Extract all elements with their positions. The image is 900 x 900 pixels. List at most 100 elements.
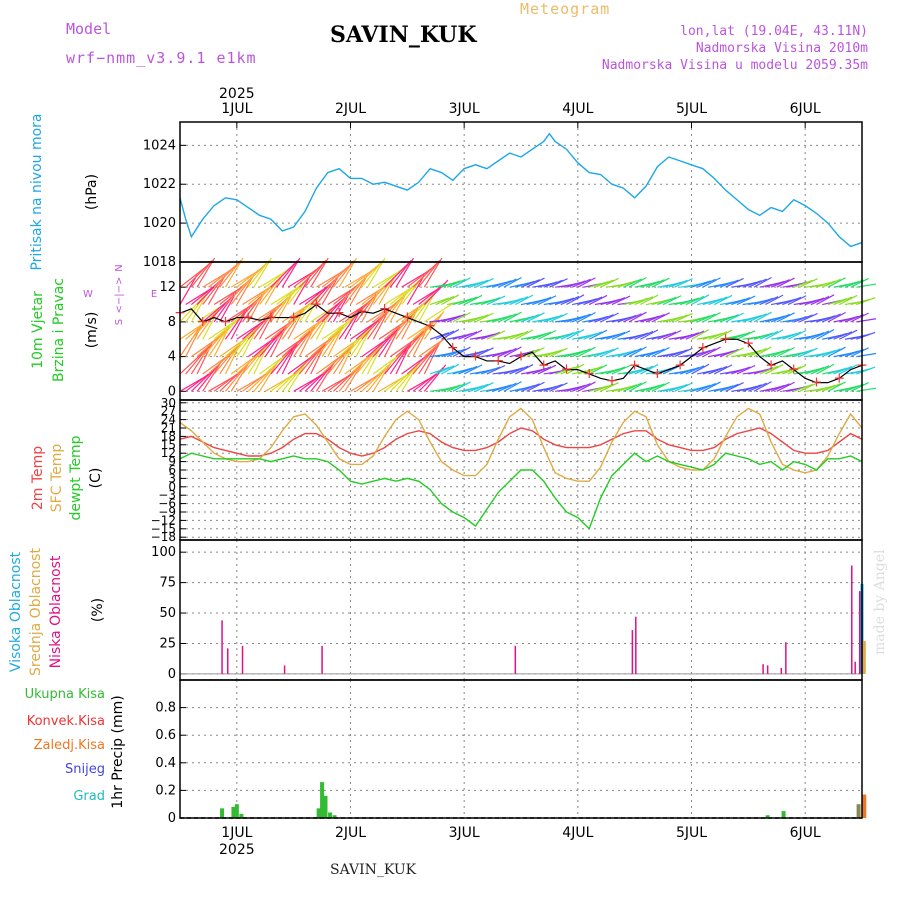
wind-barb: [628, 311, 647, 323]
wind-barb: [640, 280, 660, 288]
y-tick-label: 18: [161, 429, 176, 443]
cloud-low-bar: [780, 667, 783, 674]
wind-barb: [236, 350, 263, 375]
wind-barb: [668, 314, 688, 323]
wind-barb: [350, 328, 371, 357]
pressure-panel: 1018 1020 1022 1024: [143, 122, 863, 270]
wind-barb: [349, 274, 369, 305]
wind-barb: [651, 381, 670, 392]
wind-barb: [725, 277, 744, 288]
wind-barb: [765, 350, 785, 358]
wind-barb: [674, 312, 693, 323]
wind-barb: [645, 348, 665, 358]
wind-barb: [367, 333, 394, 358]
wind-barb: [384, 316, 411, 340]
wind-barb: [196, 333, 223, 358]
wind-barb: [753, 297, 774, 306]
wind-barb: [327, 262, 353, 288]
wind-barb: [674, 278, 693, 288]
wind-barb: [719, 348, 739, 358]
day-label-top: 4JUL: [562, 101, 593, 117]
wind-barb: [179, 274, 198, 305]
wind-barb: [668, 383, 688, 392]
wind-gust-marker: +: [447, 340, 459, 356]
wind-barb: [543, 314, 563, 323]
wind-gust-marker: +: [765, 357, 777, 373]
wind-barb: [389, 345, 410, 375]
wind-barb: [395, 257, 414, 288]
wind-barb: [674, 382, 693, 392]
year-label-bottom: 2025: [219, 842, 255, 858]
cloud-low-bar: [785, 642, 787, 674]
wind-barb: [617, 349, 637, 358]
wind-barb: [640, 329, 659, 340]
wind-dir-west: W: [83, 289, 93, 300]
wind-barb: [469, 383, 489, 392]
wind-barb: [577, 277, 596, 288]
wind-barb: [179, 350, 206, 375]
wind-barb: [452, 311, 471, 323]
wind-barb: [719, 314, 739, 323]
wind-barb: [372, 299, 400, 323]
wind-barb: [367, 257, 386, 288]
pressure-side-label: Pritisak na nivou mora: [29, 113, 45, 270]
wind-barb: [213, 262, 239, 288]
wind-barb: [583, 296, 603, 306]
y-tick-label: 0: [168, 667, 176, 682]
wind-barb: [253, 333, 280, 358]
wind-barb: [623, 347, 642, 358]
wind-barb: [725, 382, 744, 392]
wind-barb: [571, 313, 591, 323]
cloud-low-bar: [283, 665, 286, 674]
wind-dir-south: S: [114, 319, 125, 325]
wind-barb: [804, 366, 825, 375]
wind-barb: [242, 347, 265, 375]
wind-barb: [765, 364, 784, 375]
wind-barb: [338, 364, 361, 392]
wind-barb: [566, 280, 586, 288]
wind-barb: [668, 279, 688, 288]
wind-barb: [469, 279, 489, 288]
wind-barb: [742, 280, 762, 288]
wind-barb: [657, 331, 677, 340]
wind-barb: [816, 294, 835, 306]
cloud-low-bar: [635, 616, 637, 674]
y-tick-label: 100: [151, 545, 176, 560]
model-elevation-label: Nadmorska Visina u modelu 2059.35m: [601, 58, 868, 73]
wind-barb: [713, 294, 733, 306]
wind-barb: [628, 332, 649, 340]
wind-barb: [844, 348, 864, 358]
wind-barb: [537, 364, 557, 375]
precip-bar: [862, 794, 867, 818]
cloud-high-side-label: Visoka Oblacnost: [8, 551, 24, 672]
wind-barb: [509, 365, 529, 375]
wind-barb: [793, 314, 813, 323]
y-tick-label: 8: [168, 315, 176, 330]
y-tick-label: 1018: [143, 255, 176, 270]
wind-barb: [515, 364, 534, 375]
wind-gust-marker: +: [833, 370, 845, 386]
wind-barb: [378, 296, 403, 323]
wind-barb: [378, 328, 399, 357]
wind-barb: [276, 291, 294, 323]
wind-barb: [264, 328, 285, 357]
wind-barb: [509, 330, 529, 340]
wind-barb: [321, 350, 348, 375]
wind-barb: [736, 364, 756, 375]
wind-barb: [702, 311, 721, 323]
cloud-low-bar: [858, 591, 861, 674]
y-tick-label: 1022: [143, 177, 176, 192]
wind-barb: [406, 328, 427, 357]
wind-barb: [765, 294, 784, 306]
wind-barb: [469, 348, 489, 358]
wind-gust-marker: +: [674, 357, 686, 373]
wind-gust-marker: +: [379, 301, 391, 317]
y-tick-label: −18: [151, 530, 176, 544]
wind-barb: [350, 350, 376, 375]
wind-barb: [702, 298, 723, 306]
wind-barb: [662, 329, 682, 340]
wind-barb: [310, 364, 333, 392]
wind-barb: [526, 346, 545, 358]
wind-barb: [748, 313, 767, 323]
wind-gust-marker: +: [606, 373, 618, 389]
